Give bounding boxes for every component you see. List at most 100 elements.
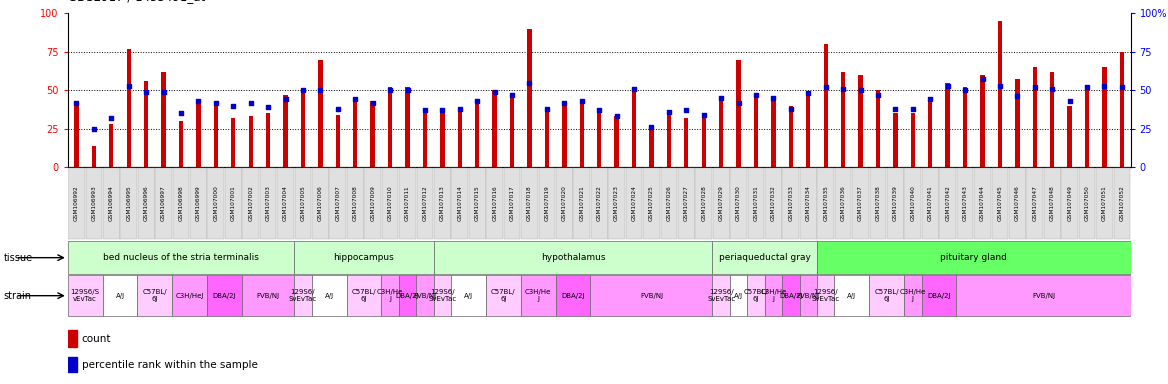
- FancyBboxPatch shape: [451, 168, 468, 239]
- Text: GSM107050: GSM107050: [1085, 185, 1090, 222]
- Bar: [405, 87, 410, 167]
- Text: GSM107032: GSM107032: [771, 185, 776, 222]
- FancyBboxPatch shape: [312, 275, 347, 316]
- Text: count: count: [82, 334, 111, 344]
- Text: GSM107021: GSM107021: [579, 185, 584, 222]
- Bar: [962, 87, 967, 167]
- FancyBboxPatch shape: [68, 242, 294, 274]
- Bar: [929, 99, 932, 167]
- FancyBboxPatch shape: [1009, 168, 1026, 239]
- Bar: [684, 118, 688, 167]
- FancyBboxPatch shape: [661, 168, 677, 239]
- FancyBboxPatch shape: [800, 275, 816, 316]
- Bar: [1120, 52, 1124, 167]
- FancyBboxPatch shape: [433, 275, 451, 316]
- Text: GSM107025: GSM107025: [649, 185, 654, 222]
- Bar: [632, 87, 637, 167]
- FancyBboxPatch shape: [816, 275, 834, 316]
- Text: GSM107013: GSM107013: [440, 185, 445, 222]
- FancyBboxPatch shape: [1027, 168, 1043, 239]
- Bar: [579, 101, 584, 167]
- FancyBboxPatch shape: [573, 168, 590, 239]
- Text: GSM106994: GSM106994: [109, 185, 113, 222]
- FancyBboxPatch shape: [138, 168, 154, 239]
- Point: [816, 84, 835, 90]
- Point: [398, 87, 417, 93]
- Point: [433, 107, 452, 113]
- FancyBboxPatch shape: [644, 168, 660, 239]
- Bar: [597, 109, 602, 167]
- FancyBboxPatch shape: [887, 168, 904, 239]
- Bar: [1068, 106, 1072, 167]
- Bar: [68, 358, 77, 372]
- Point: [520, 79, 538, 86]
- Bar: [179, 121, 183, 167]
- Text: hypothalamus: hypothalamus: [541, 253, 605, 262]
- Bar: [423, 112, 427, 167]
- Point: [1008, 93, 1027, 99]
- Bar: [544, 110, 549, 167]
- Point: [973, 76, 992, 83]
- Text: GSM107045: GSM107045: [997, 185, 1002, 222]
- Text: C57BL/
6J: C57BL/ 6J: [491, 289, 515, 302]
- Point: [189, 98, 208, 104]
- Text: GSM107044: GSM107044: [980, 185, 985, 222]
- FancyBboxPatch shape: [382, 168, 398, 239]
- Bar: [440, 112, 445, 167]
- Bar: [68, 330, 77, 348]
- FancyBboxPatch shape: [312, 168, 328, 239]
- Text: GSM107037: GSM107037: [858, 185, 863, 222]
- Point: [311, 87, 329, 93]
- Bar: [92, 146, 96, 167]
- Point: [729, 99, 748, 106]
- Bar: [388, 87, 392, 167]
- FancyBboxPatch shape: [225, 168, 242, 239]
- Bar: [702, 116, 705, 167]
- FancyBboxPatch shape: [677, 168, 695, 239]
- Bar: [806, 92, 811, 167]
- Point: [625, 86, 644, 92]
- FancyBboxPatch shape: [503, 168, 521, 239]
- FancyBboxPatch shape: [800, 168, 816, 239]
- Point: [537, 106, 556, 112]
- Text: GSM107035: GSM107035: [823, 185, 828, 222]
- FancyBboxPatch shape: [434, 168, 451, 239]
- Bar: [475, 99, 479, 167]
- FancyBboxPatch shape: [1062, 168, 1078, 239]
- Text: C3H/HeJ: C3H/HeJ: [175, 293, 204, 299]
- Point: [207, 99, 225, 106]
- Point: [451, 106, 470, 112]
- FancyBboxPatch shape: [869, 275, 904, 316]
- Text: FVB/NJ: FVB/NJ: [1033, 293, 1055, 299]
- FancyBboxPatch shape: [957, 168, 973, 239]
- Bar: [667, 113, 672, 167]
- Text: GSM107038: GSM107038: [876, 185, 881, 222]
- FancyBboxPatch shape: [765, 168, 781, 239]
- Text: GSM107041: GSM107041: [927, 185, 933, 222]
- Point: [955, 87, 974, 93]
- Point: [502, 92, 521, 98]
- FancyBboxPatch shape: [382, 275, 398, 316]
- FancyBboxPatch shape: [904, 275, 922, 316]
- Text: periaqueductal gray: periaqueductal gray: [718, 253, 811, 262]
- Bar: [353, 98, 357, 167]
- Bar: [75, 101, 78, 167]
- Text: GSM107011: GSM107011: [405, 186, 410, 221]
- Text: GSM107016: GSM107016: [492, 186, 498, 221]
- Point: [834, 86, 853, 92]
- Point: [1026, 84, 1044, 90]
- Text: A/J: A/J: [116, 293, 125, 299]
- FancyBboxPatch shape: [922, 275, 957, 316]
- Bar: [1033, 67, 1037, 167]
- FancyBboxPatch shape: [816, 242, 1131, 274]
- FancyBboxPatch shape: [451, 275, 486, 316]
- Point: [555, 99, 573, 106]
- Bar: [841, 72, 846, 167]
- Bar: [109, 124, 113, 167]
- FancyBboxPatch shape: [765, 275, 783, 316]
- FancyBboxPatch shape: [835, 168, 851, 239]
- FancyBboxPatch shape: [416, 275, 433, 316]
- Text: DBA/2J: DBA/2J: [213, 293, 236, 299]
- Text: C3H/He
J: C3H/He J: [899, 289, 926, 302]
- Point: [154, 89, 173, 95]
